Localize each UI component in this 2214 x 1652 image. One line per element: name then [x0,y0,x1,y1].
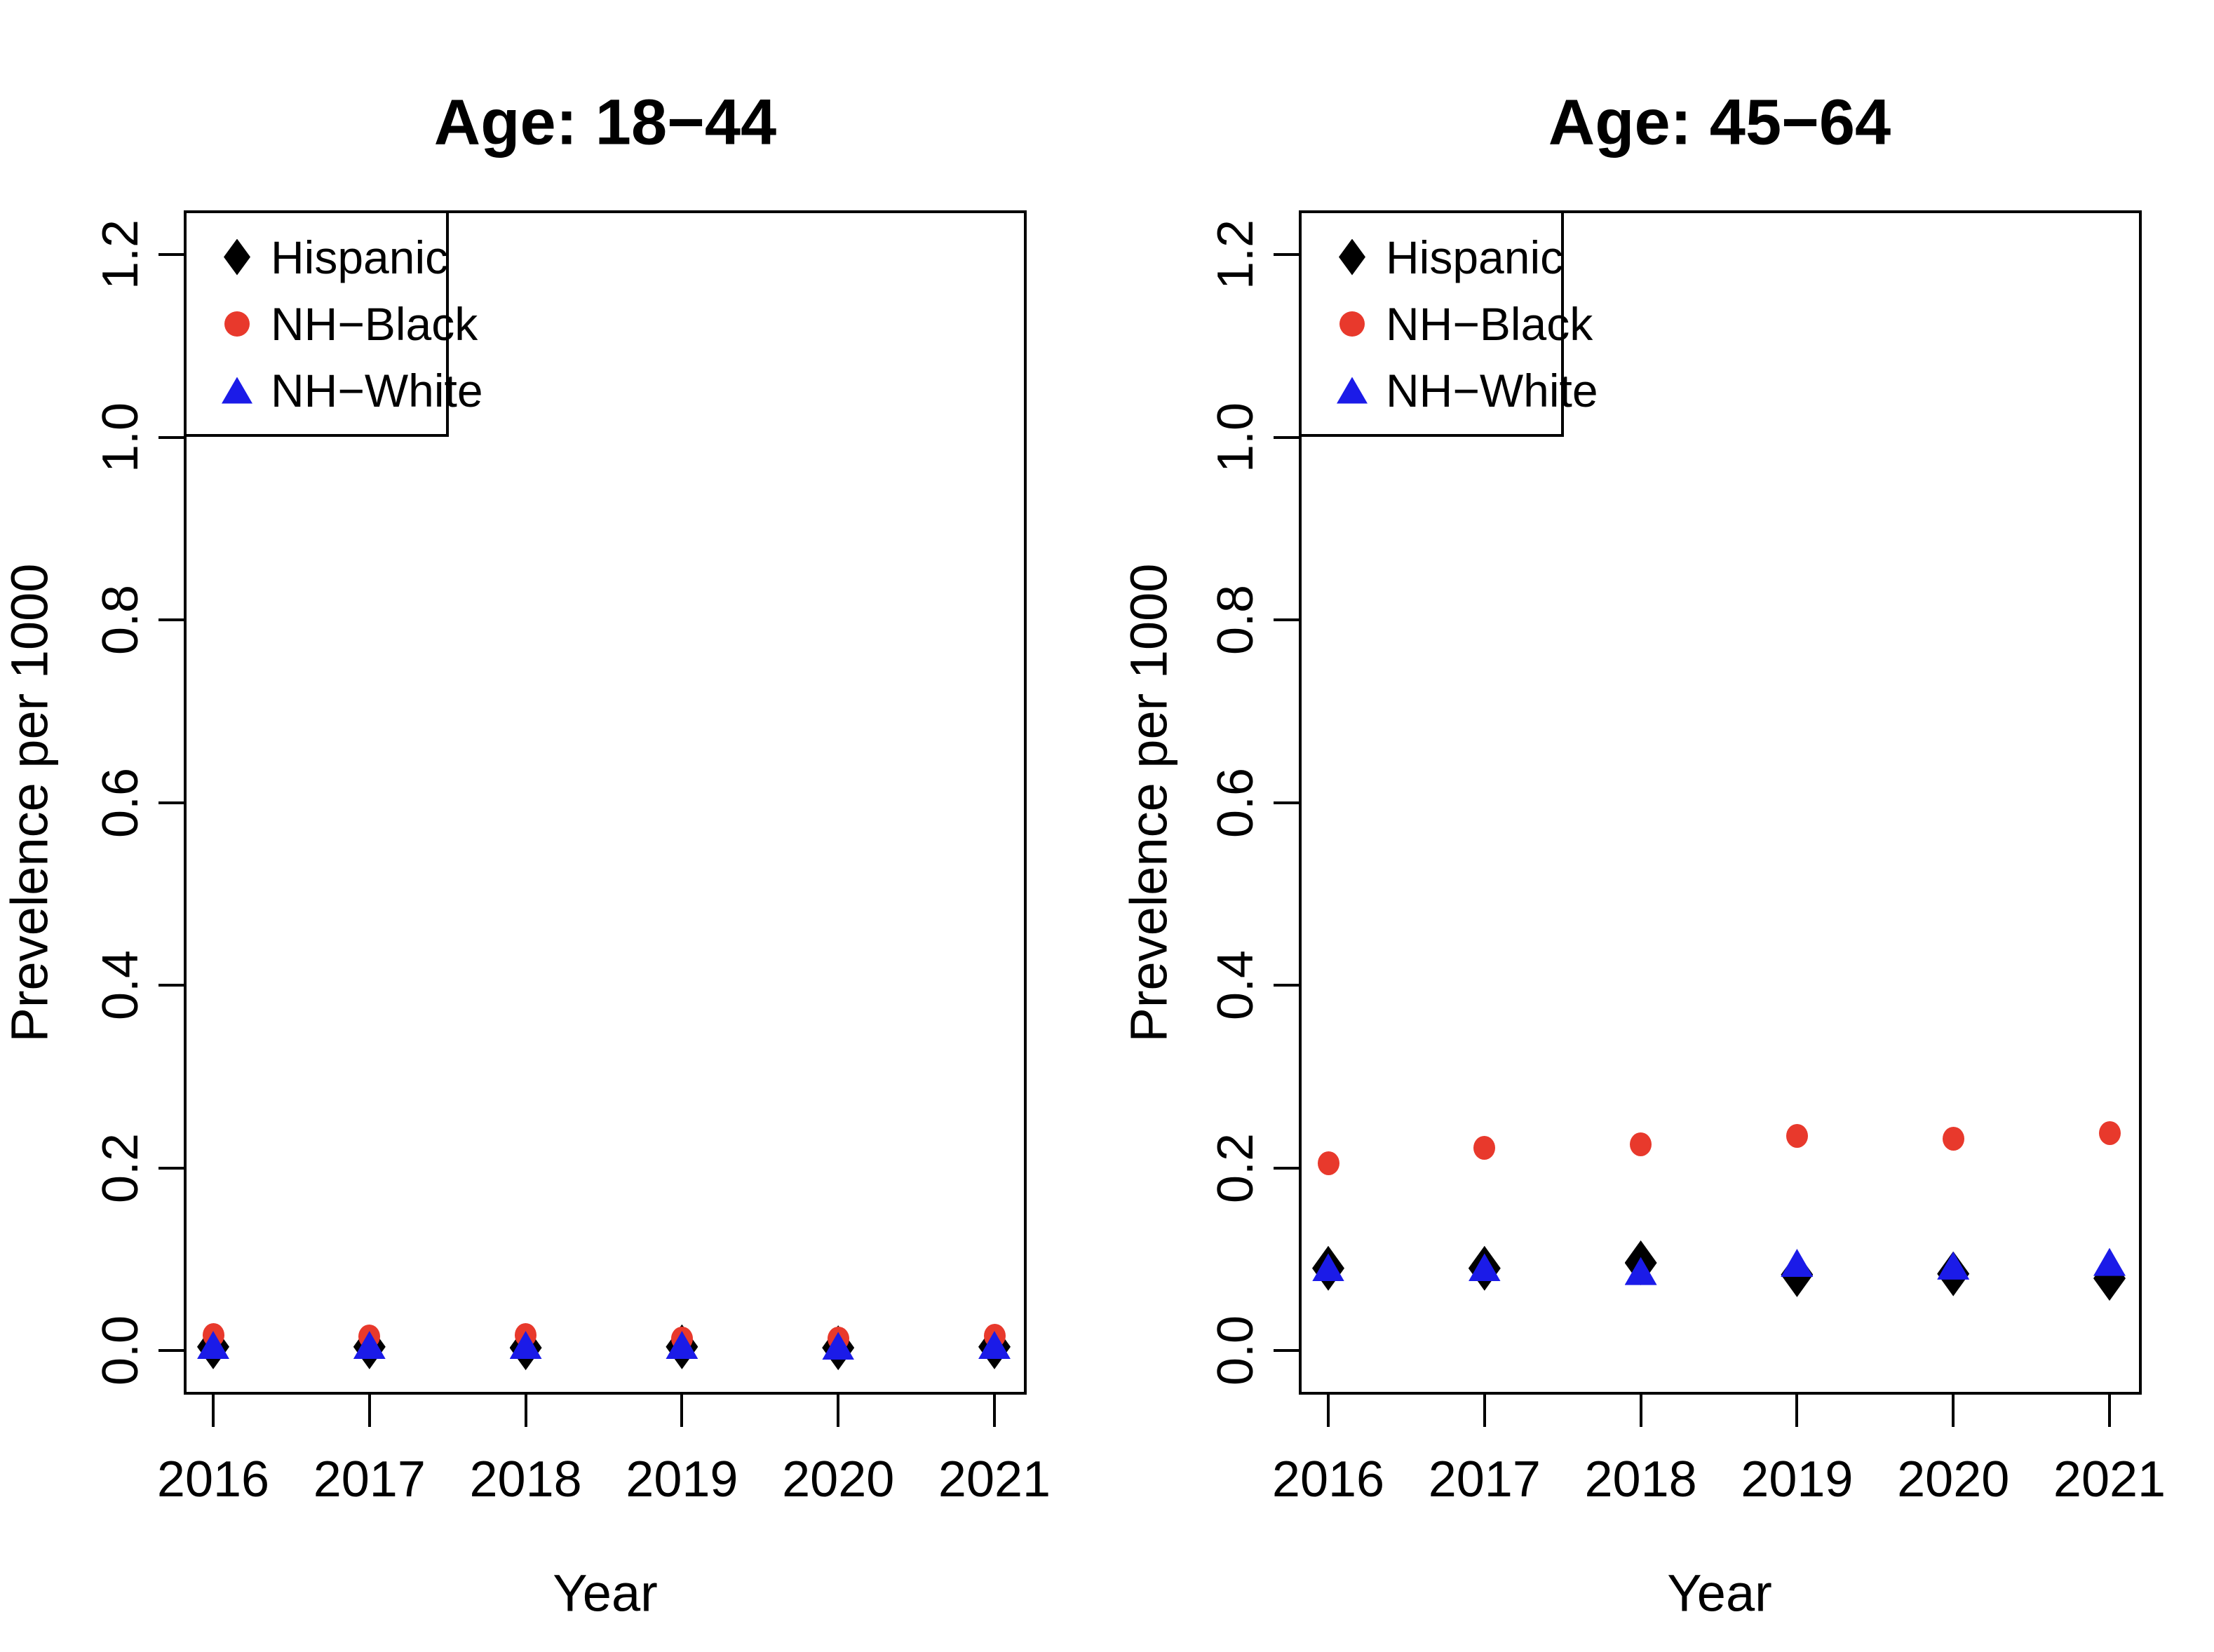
x-tick-label: 2017 [1428,1451,1541,1508]
y-axis-title-right: Prevelence per 1000 [1119,563,1178,1043]
y-tick-label: 0.6 [93,767,149,838]
x-tick [212,1395,215,1427]
y-tick [1274,435,1299,439]
y-tick [158,435,184,439]
x-tick-label: 2018 [469,1451,582,1508]
y-tick [158,801,184,804]
legend-item-nh-black: NH−Black [203,297,478,351]
y-tick-label: 1.0 [93,402,149,473]
legend-item-hispanic: Hispanic [1318,230,1563,284]
y-tick [1274,1166,1299,1170]
y-axis-title-left: Prevelence per 1000 [0,563,59,1043]
x-tick [993,1395,996,1427]
x-tick [524,1395,527,1427]
y-tick [1274,1349,1299,1352]
x-tick [1327,1395,1330,1427]
data-point-circle [1630,1132,1652,1156]
legend-label: NH−Black [271,297,478,350]
x-tick-label: 2021 [938,1451,1051,1508]
x-tick-label: 2016 [1271,1451,1385,1508]
x-tick-label: 2017 [313,1451,426,1508]
y-tick-label: 0.2 [1208,1132,1264,1203]
y-tick [158,253,184,256]
y-tick-label: 0.4 [93,949,149,1021]
x-tick-label: 2020 [782,1451,895,1508]
legend-item-nh-white: NH−White [203,363,483,417]
panel-title-right: Age: 45−64 [1548,86,1891,158]
y-tick-label: 1.2 [93,219,149,290]
y-tick-label: 0.2 [93,1132,149,1203]
y-tick-label: 0.8 [1208,584,1264,656]
data-point-circle [1317,1151,1339,1175]
y-tick-label: 1.0 [1208,402,1264,473]
legend-label: Hispanic [1386,231,1564,283]
legend-item-nh-white: NH−White [1318,363,1598,417]
x-axis-title-left: Year [553,1564,658,1623]
y-tick-label: 0.0 [1208,1315,1264,1386]
x-tick [1639,1395,1642,1427]
triangle-icon [222,377,252,404]
y-tick-label: 0.6 [1208,767,1264,838]
diamond-icon [224,238,250,276]
data-point-circle [1473,1135,1496,1160]
x-tick-label: 2020 [1897,1451,2010,1508]
x-tick [1795,1395,1799,1427]
plot-area-right [1299,210,2142,1395]
x-tick-label: 2021 [2053,1451,2166,1508]
x-tick-label: 2019 [1741,1451,1854,1508]
x-tick-label: 2019 [626,1451,738,1508]
diamond-icon [1339,238,1365,276]
legend-label: Hispanic [271,231,449,283]
y-tick [1274,253,1299,256]
circle-icon [224,311,250,337]
legend-left: Hispanic NH−Black NH−White [184,210,483,437]
x-tick-label: 2018 [1584,1451,1697,1508]
x-tick [680,1395,684,1427]
y-tick [158,618,184,621]
data-point-circle [1942,1126,1964,1151]
x-tick [837,1395,840,1427]
legend-label: NH−White [271,364,483,417]
y-tick [1274,801,1299,804]
x-tick [1483,1395,1486,1427]
data-point-circle [1786,1123,1808,1148]
legend-label: NH−White [1386,364,1598,417]
y-tick [1274,984,1299,987]
legend-item-nh-black: NH−Black [1318,297,1593,351]
y-tick-label: 0.8 [93,584,149,656]
triangle-icon [1337,377,1368,404]
x-tick-label: 2016 [156,1451,270,1508]
legend-item-hispanic: Hispanic [203,230,448,284]
x-tick [2108,1395,2111,1427]
x-axis-title-right: Year [1667,1564,1772,1623]
data-point-circle [2098,1121,2121,1145]
y-tick [158,984,184,987]
y-tick [1274,618,1299,621]
y-tick-label: 0.4 [1208,949,1264,1021]
panel-title-left: Age: 18−44 [433,86,777,158]
legend-right: Hispanic NH−Black NH−White [1299,210,1598,437]
legend-label: NH−Black [1386,297,1593,350]
y-tick [158,1349,184,1352]
circle-icon [1339,311,1365,337]
y-tick-label: 1.2 [1208,219,1264,290]
x-tick [1952,1395,1955,1427]
x-tick [367,1395,371,1427]
y-tick [158,1166,184,1170]
plot-area-left [184,210,1027,1395]
y-tick-label: 0.0 [93,1315,149,1386]
